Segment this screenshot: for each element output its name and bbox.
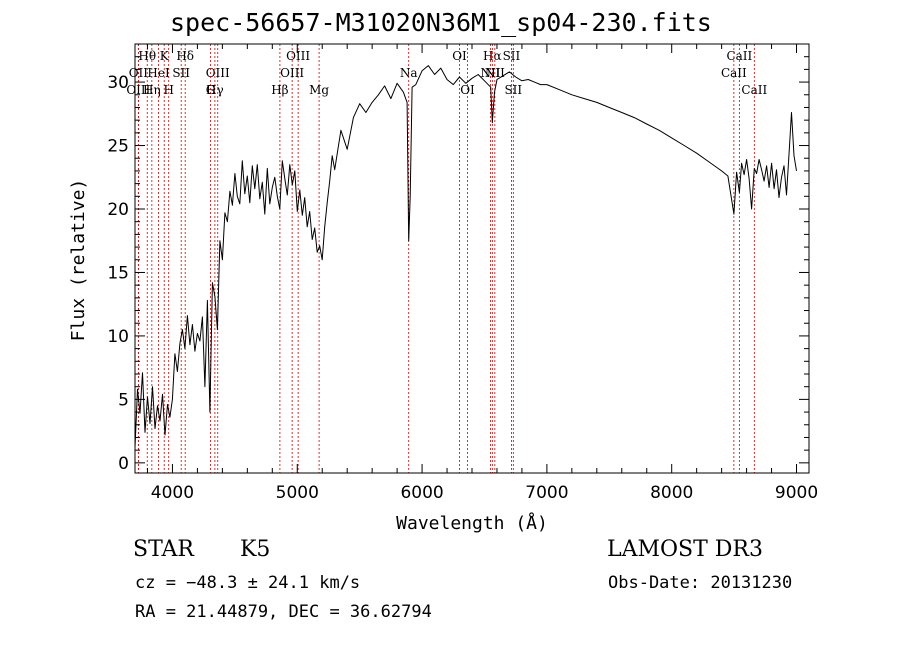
x-tick-label: 7000 <box>525 483 568 503</box>
y-tick-label: 10 <box>107 327 129 347</box>
line-marker-label: CaII <box>741 83 767 97</box>
y-tick-label: 0 <box>118 454 129 474</box>
line-marker-label: OI <box>460 83 475 97</box>
y-tick-label: 20 <box>107 200 129 220</box>
line-marker-label: G <box>206 83 216 97</box>
line-marker-label: Na <box>400 66 418 80</box>
y-tick-label: 5 <box>118 390 129 410</box>
x-tick-label: 5000 <box>276 483 319 503</box>
line-marker-label: Hη <box>143 83 161 97</box>
y-tick-label: 15 <box>107 263 129 283</box>
y-axis-label: Flux (relative) <box>68 179 89 342</box>
line-marker-label: OIII <box>126 83 150 97</box>
axis-tick-labels: 4000 5000 6000 7000 8000 9000 0 5 10 15 20 25 30 <box>107 73 818 503</box>
series-line-flux <box>134 65 797 448</box>
series-layer <box>134 65 797 448</box>
y-tick-label: 30 <box>107 73 129 93</box>
line-marker-label: Mg <box>309 83 329 97</box>
line-marker-label: H <box>163 83 173 97</box>
chart-title: spec-56657-M31020N36M1_sp04-230.fits <box>170 8 712 37</box>
line-marker-label: NII <box>485 66 505 80</box>
line-marker-label: Hθ <box>138 49 156 63</box>
observation-date: Obs-Date: 20131230 <box>608 573 793 593</box>
survey-name: LAMOST DR3 <box>607 537 763 562</box>
x-tick-label: 8000 <box>650 483 693 503</box>
line-marker-label: Hδ <box>176 49 194 63</box>
object-subclass: K5 <box>240 537 271 562</box>
x-tick-label: 6000 <box>400 483 443 503</box>
line-marker-label: OIII <box>286 49 310 63</box>
line-marker-label: OI <box>452 49 467 63</box>
line-marker-label: HeI <box>147 66 170 80</box>
y-tick-label: 25 <box>107 137 129 157</box>
line-marker-label: OIII <box>206 66 230 80</box>
x-axis-label: Wavelength (Å) <box>396 512 548 534</box>
line-marker-label: SII <box>504 83 522 97</box>
coordinates: RA = 21.44879, DEC = 36.62794 <box>135 602 432 622</box>
axis-ticks <box>135 44 809 473</box>
object-class: STAR <box>133 537 194 562</box>
line-marker-label: K <box>160 49 170 63</box>
line-marker-label: CaII <box>721 66 747 80</box>
line-marker-label: Hβ <box>271 83 288 97</box>
line-marker-label: Hα <box>483 49 502 63</box>
x-tick-label: 9000 <box>775 483 818 503</box>
x-tick-label: 4000 <box>151 483 194 503</box>
line-marker-label: SII <box>172 66 190 80</box>
line-marker-label: SII <box>503 49 521 63</box>
line-marker-label: OIII <box>280 66 304 80</box>
line-marker-label: CaII <box>726 49 752 63</box>
redshift-velocity: cz = −48.3 ± 24.1 km/s <box>135 573 361 593</box>
line-marker-label: NII <box>480 66 500 80</box>
plot-frame <box>134 43 810 474</box>
